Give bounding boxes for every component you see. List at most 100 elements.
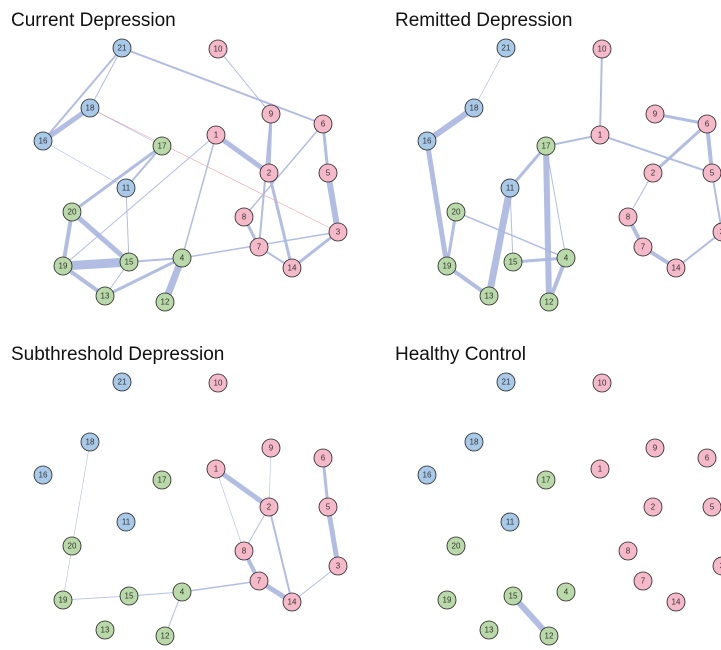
edge [268, 506, 293, 603]
node [33, 465, 53, 485]
node-label: 19 [59, 596, 68, 605]
node-label: 6 [705, 454, 710, 463]
node [62, 536, 82, 556]
node [643, 497, 663, 517]
node-label: 13 [485, 292, 494, 301]
node [702, 497, 721, 517]
edge [545, 145, 567, 259]
node-label: 9 [653, 444, 658, 453]
node-label: 3 [720, 562, 721, 571]
panel-title: Current Depression [11, 10, 176, 31]
edge [121, 47, 324, 125]
node [496, 372, 516, 392]
node-label: 9 [269, 110, 274, 119]
node-label: 14 [288, 264, 297, 273]
node-label: 1 [214, 465, 219, 474]
edge [215, 468, 245, 552]
node [503, 586, 523, 606]
node-label: 20 [452, 208, 461, 217]
node [95, 620, 115, 640]
network-panel: Remitted Depression 21 10 18 16 9 6 1 17 2 5 11 20 8 3… [395, 10, 721, 312]
node-label: 4 [564, 254, 569, 263]
edge [543, 143, 552, 305]
node-label: 6 [705, 120, 710, 129]
node-label: 17 [542, 476, 551, 485]
node [479, 620, 499, 640]
node-label: 16 [423, 471, 432, 480]
node-label: 4 [180, 588, 185, 597]
node-label: 12 [161, 298, 170, 307]
node-label: 2 [651, 503, 656, 512]
node [539, 626, 559, 646]
node [590, 125, 610, 145]
node [446, 536, 466, 556]
edge [485, 184, 514, 300]
node [697, 114, 717, 134]
node [592, 373, 612, 393]
node [645, 438, 665, 458]
node-label: 10 [598, 379, 607, 388]
node-label: 12 [545, 298, 554, 307]
node [172, 582, 192, 602]
node [328, 556, 348, 576]
node-label: 11 [506, 184, 515, 193]
edge [62, 595, 130, 601]
edge [69, 209, 132, 265]
node [666, 592, 686, 612]
edge [89, 107, 339, 233]
node [259, 497, 279, 517]
node [702, 163, 721, 183]
edge [181, 134, 217, 259]
node [590, 459, 610, 479]
edge [213, 132, 272, 176]
node [328, 222, 348, 242]
node [618, 541, 638, 561]
node [697, 448, 717, 468]
edge [125, 187, 130, 263]
node [633, 571, 653, 591]
node-label: 18 [86, 438, 95, 447]
node-label: 3 [336, 228, 341, 237]
node [152, 470, 172, 490]
edge [599, 48, 603, 136]
node-label: 7 [257, 243, 262, 252]
node [282, 258, 302, 278]
node [712, 556, 721, 576]
node-label: 4 [564, 588, 569, 597]
node [556, 582, 576, 602]
edge [42, 140, 127, 189]
node-label: 19 [443, 262, 452, 271]
node-label: 21 [118, 378, 127, 387]
node-label: 17 [158, 142, 167, 151]
node-label: 20 [68, 208, 77, 217]
node [536, 136, 556, 156]
node [53, 256, 73, 276]
node-label: 7 [641, 243, 646, 252]
node-label: 13 [485, 626, 494, 635]
node [62, 202, 82, 222]
node [417, 465, 437, 485]
node-label: 5 [710, 503, 715, 512]
node-label: 10 [214, 379, 223, 388]
edge [58, 257, 134, 271]
node [206, 459, 226, 479]
node [536, 470, 556, 490]
edge [62, 441, 91, 601]
node-label: 3 [336, 562, 341, 571]
node [155, 292, 175, 312]
node-label: 18 [470, 438, 479, 447]
node-label: 13 [101, 292, 110, 301]
node [80, 432, 100, 452]
node-label: 14 [672, 598, 681, 607]
edge [89, 47, 123, 109]
node-label: 21 [502, 44, 511, 53]
node-label: 15 [125, 258, 134, 267]
node [282, 592, 302, 612]
node-label: 15 [509, 592, 518, 601]
node [172, 248, 192, 268]
node [261, 438, 281, 458]
edge [291, 565, 339, 603]
node-label: 10 [214, 45, 223, 54]
edge [62, 134, 217, 267]
